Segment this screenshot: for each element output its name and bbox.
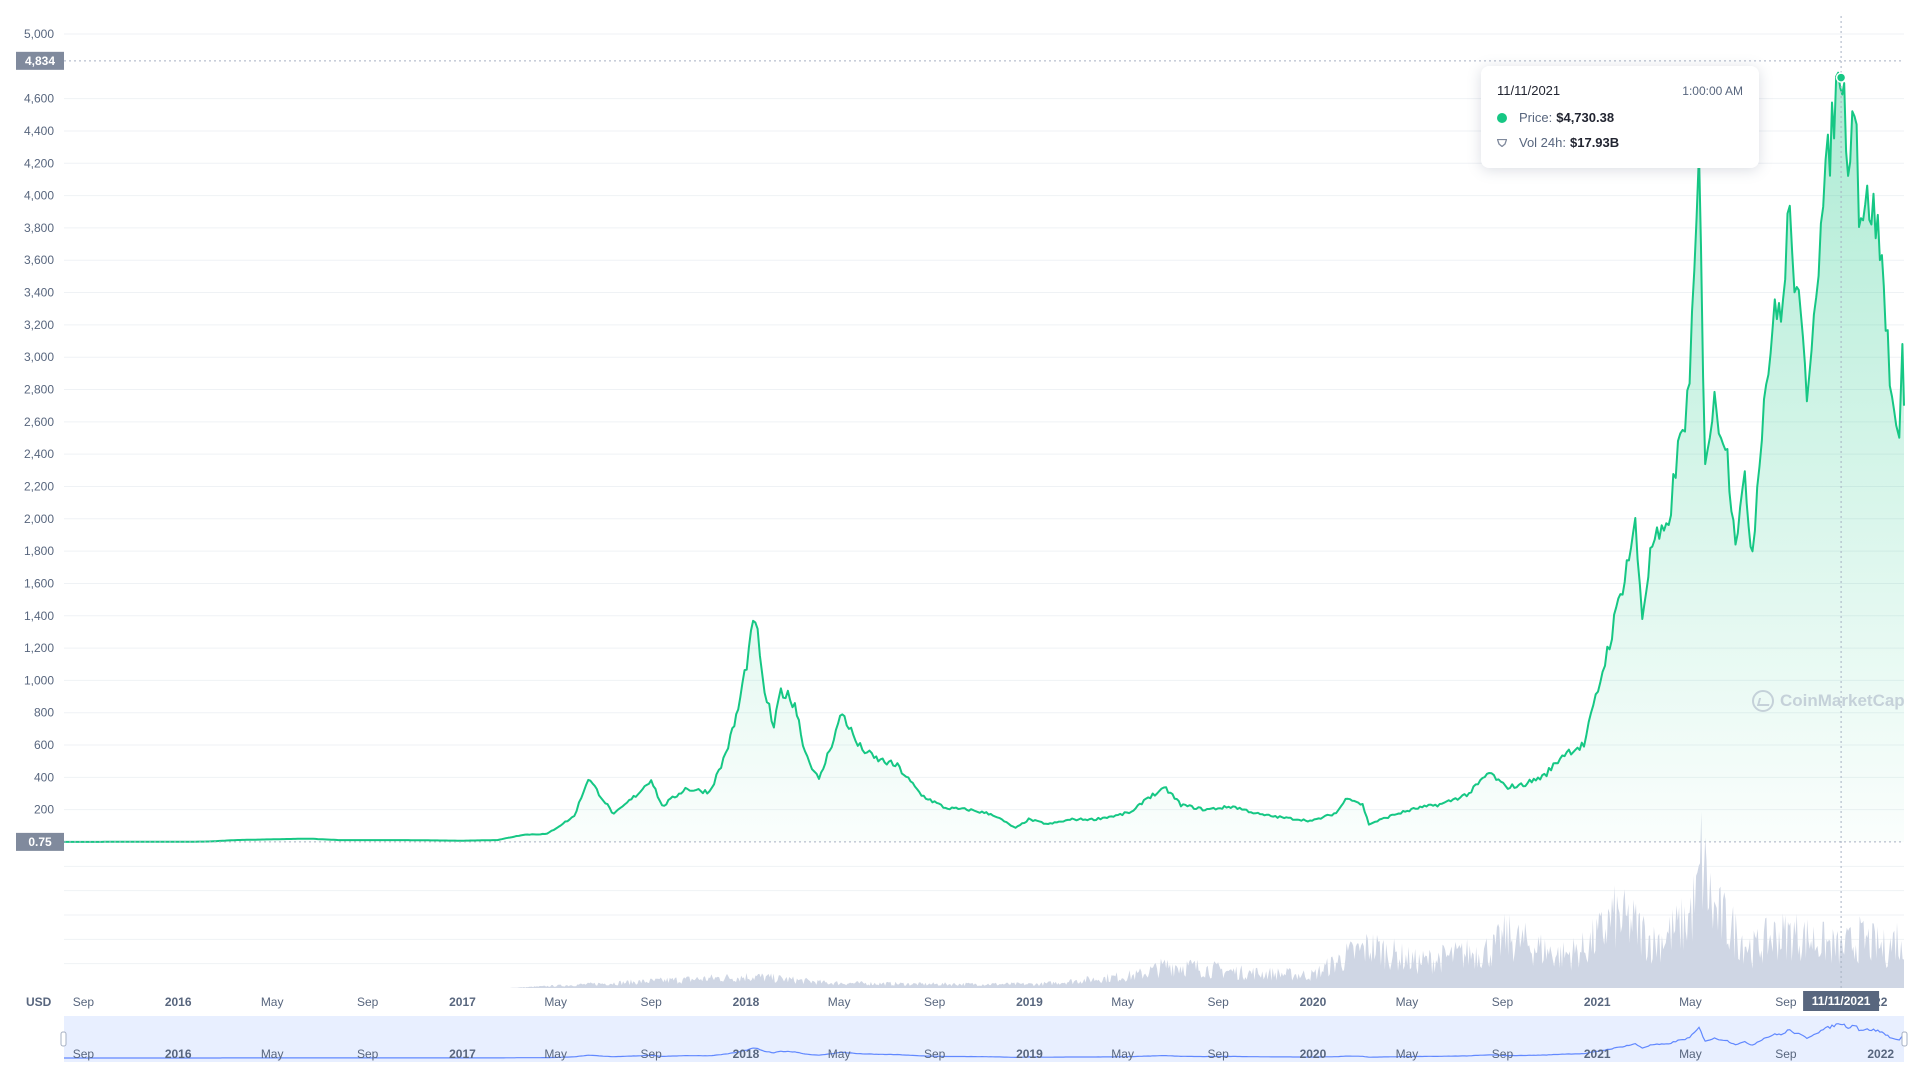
navigator-tick-label: May — [1679, 1047, 1702, 1061]
y-tick-label: 2,000 — [24, 512, 54, 526]
low-price-badge-bg — [16, 832, 64, 851]
y-tick-label: 4,200 — [24, 156, 54, 170]
navigator-tick-label: May — [261, 1047, 284, 1061]
y-tick-label: 3,400 — [24, 286, 54, 300]
y-tick-label: 1,800 — [24, 544, 54, 558]
x-tick-label: 2021 — [1584, 995, 1611, 1009]
navigator-left-handle — [60, 1031, 67, 1047]
x-tick-label: May — [1396, 995, 1419, 1009]
navigator-right-handle — [1901, 1031, 1908, 1047]
x-tick-label: Sep — [641, 995, 663, 1009]
x-tick-label: May — [544, 995, 567, 1009]
coinmarketcap-watermark: CoinMarketCap — [1752, 690, 1905, 712]
navigator-tick-label: Sep — [1775, 1047, 1797, 1061]
y-tick-label: 2,400 — [24, 447, 54, 461]
x-tick-label: May — [1679, 995, 1702, 1009]
y-tick-label: 1,400 — [24, 609, 54, 623]
navigator-tick-label: 2016 — [165, 1047, 192, 1061]
volume-series — [64, 811, 1904, 988]
tooltip-volume-value: $17.93B — [1570, 135, 1620, 150]
high-price-badge: 4,834 — [25, 54, 55, 68]
y-tick-label: 4,600 — [24, 92, 54, 106]
x-tick-label: May — [1111, 995, 1134, 1009]
tooltip-price-row: Price: $4,730.38 — [1497, 110, 1614, 125]
navigator-tick-label: Sep — [641, 1047, 663, 1061]
y-tick-label: 600 — [34, 738, 54, 752]
navigator-tick-label: Sep — [1492, 1047, 1514, 1061]
x-tick-label: 2017 — [449, 995, 476, 1009]
navigator-tick-label: Sep — [1207, 1047, 1229, 1061]
navigator-tick-label: May — [828, 1047, 851, 1061]
crosshair-date-badge-bg — [1803, 991, 1880, 1011]
y-tick-label: 3,600 — [24, 253, 54, 267]
price-series — [64, 71, 1905, 843]
x-tick-label: Sep — [1207, 995, 1229, 1009]
y-tick-label: 200 — [34, 803, 54, 817]
x-tick-label: Sep — [357, 995, 379, 1009]
x-tick-label: Sep — [73, 995, 95, 1009]
y-tick-label: 5,000 — [24, 27, 54, 41]
tooltip-price-label: Price: — [1519, 110, 1553, 125]
x-tick-label: May — [261, 995, 284, 1009]
tooltip-date: 11/11/2021 — [1497, 83, 1561, 98]
volume-icon — [1497, 138, 1507, 147]
low-price-badge: 0.75 — [28, 835, 52, 849]
coinmarketcap-logo-icon — [1752, 690, 1774, 712]
x-tick-label: 2019 — [1016, 995, 1043, 1009]
y-tick-label: 4,400 — [24, 124, 54, 138]
y-tick-label: 3,000 — [24, 350, 54, 364]
x-tick-label: Sep — [924, 995, 946, 1009]
navigator-tick-label: Sep — [357, 1047, 379, 1061]
x-tick-label: Sep — [1492, 995, 1514, 1009]
price-tooltip: 11/11/2021 1:00:00 AM Price: $4,730.38 V… — [1481, 66, 1759, 168]
navigator-tick-label: Sep — [73, 1047, 95, 1061]
y-axis: 200 400 600 800 1,000 1,200 1,400 1,600 1,800 2,0… — [24, 27, 54, 817]
navigator-tick-label: May — [544, 1047, 567, 1061]
navigator-tick-label: 2021 — [1584, 1047, 1611, 1061]
chart-overlays: 4,834 0.75 11/11/2021 — [16, 16, 1904, 1011]
tooltip-volume-label: Vol 24h: — [1519, 135, 1566, 150]
price-line — [64, 71, 1905, 843]
price-dot-icon — [1497, 112, 1507, 123]
x-tick-label: 2018 — [733, 995, 760, 1009]
y-tick-label: 2,800 — [24, 383, 54, 397]
range-navigator[interactable]: Sep 2016 May Sep 2017 May Sep 2018 May Sep 2019 May… — [60, 1016, 1908, 1062]
navigator-tick-label: May — [1111, 1047, 1134, 1061]
x-tick-label: 2016 — [165, 995, 192, 1009]
y-tick-label: 4,000 — [24, 189, 54, 203]
tooltip-price-value: $4,730.38 — [1556, 110, 1615, 125]
navigator-tick-label: 2019 — [1016, 1047, 1043, 1061]
y-tick-label: 1,000 — [24, 673, 54, 687]
tooltip-time: 1:00:00 AM — [1682, 84, 1743, 98]
high-price-badge-bg — [16, 51, 64, 70]
navigator-tick-label: 2020 — [1300, 1047, 1327, 1061]
y-tick-label: 3,200 — [24, 318, 54, 332]
navigator-line — [64, 1023, 1905, 1059]
y-tick-label: 2,200 — [24, 479, 54, 493]
navigator-tick-label: 2018 — [733, 1047, 760, 1061]
price-area-fill — [64, 72, 1904, 842]
volume-area — [64, 811, 1904, 988]
navigator-tick-label: May — [1396, 1047, 1419, 1061]
navigator-tick-label: Sep — [924, 1047, 946, 1061]
highlight-point — [1835, 72, 1847, 83]
navigator-tick-label: 2017 — [449, 1047, 476, 1061]
currency-label: USD — [26, 995, 52, 1009]
watermark-text: CoinMarketCap — [1780, 691, 1905, 710]
navigator-tick-label: 2022 — [1867, 1047, 1894, 1061]
crosshair-date-label: 11/11/2021 — [1812, 994, 1871, 1008]
x-axis: Sep 2016 May Sep 2017 May Sep 2018 May Sep 2019 May… — [73, 995, 1888, 1009]
y-tick-label: 2,600 — [24, 415, 54, 429]
y-tick-label: 3,800 — [24, 221, 54, 235]
y-tick-label: 800 — [34, 706, 54, 720]
x-tick-label: May — [828, 995, 851, 1009]
y-tick-label: 400 — [34, 770, 54, 784]
tooltip-volume-row: Vol 24h: $17.93B — [1497, 135, 1619, 150]
x-tick-label: Sep — [1775, 995, 1797, 1009]
y-tick-label: 1,200 — [24, 641, 54, 655]
navigator-background — [64, 1016, 1904, 1062]
x-tick-label: 2020 — [1300, 995, 1327, 1009]
y-tick-label: 1,600 — [24, 576, 54, 590]
